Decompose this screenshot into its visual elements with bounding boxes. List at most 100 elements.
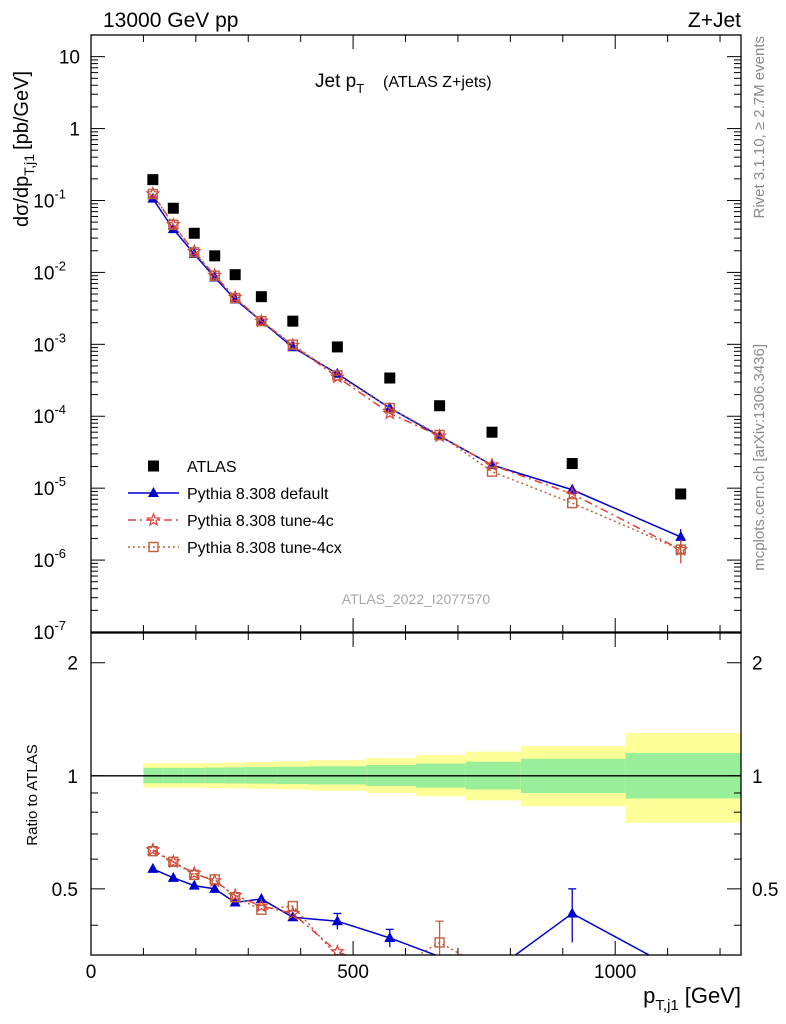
data-point xyxy=(566,458,578,470)
data-point xyxy=(147,192,159,203)
ratio-data-point xyxy=(285,905,301,920)
data-point xyxy=(434,400,446,412)
main-ytick-label: 10-2 xyxy=(33,258,66,284)
main-ytick-label: 10-4 xyxy=(33,402,66,428)
rivet-label: Rivet 3.1.10, ≥ 2.7M events xyxy=(751,36,768,219)
ratio-ytick-label: 1 xyxy=(67,767,78,788)
main-ytick-label: 10-1 xyxy=(33,186,66,212)
main-ylabel-unit: [pb/GeV] xyxy=(11,71,33,150)
main-ytick-base: 10 xyxy=(33,479,54,500)
ratio-xtick-label: 0 xyxy=(86,962,97,983)
ratio-xlabel-unit: [GeV] xyxy=(685,983,741,1008)
ratio-xlabel-main: p xyxy=(643,983,655,1008)
main-ytick-label: 10 xyxy=(59,48,80,69)
data-point xyxy=(147,174,159,186)
data-point xyxy=(384,402,395,414)
data-point xyxy=(332,370,343,381)
main-ylabel-sub: T,j1 xyxy=(21,154,37,176)
data-point xyxy=(229,292,241,304)
ratio-data-point xyxy=(209,874,220,885)
data-point xyxy=(331,341,343,353)
ratio-ytick-label-right: 0.5 xyxy=(752,880,778,901)
ratio-series-pythia-8-308-default xyxy=(147,862,651,955)
main-data-layer xyxy=(145,174,689,564)
ratio-data-point xyxy=(189,869,200,880)
ratio-data-point xyxy=(384,931,396,942)
legend-label: Pythia 8.308 default xyxy=(187,486,329,503)
ratio-data-point xyxy=(229,892,241,903)
ratio-series-line xyxy=(152,849,348,955)
main-ytick-label: 10-5 xyxy=(33,474,66,500)
legend-item: Pythia 8.308 tune-4c xyxy=(128,512,334,530)
data-point xyxy=(167,202,179,214)
ratio-xtick-label: 500 xyxy=(337,962,369,983)
ratio-frame xyxy=(90,632,742,956)
data-point xyxy=(209,250,221,262)
legend-label: Pythia 8.308 tune-4cx xyxy=(187,540,342,557)
main-ylabel: dσ/dpT,j1 [pb/GeV] xyxy=(11,71,37,227)
data-point xyxy=(255,291,267,303)
data-point xyxy=(675,488,687,500)
legend-marker xyxy=(148,487,159,497)
ratio-ytick-label: 2 xyxy=(67,654,78,675)
data-point xyxy=(167,223,179,234)
data-point xyxy=(567,497,578,509)
ratio-ylabel: Ratio to ATLAS xyxy=(24,744,41,845)
ratio-data-layer xyxy=(145,841,651,955)
ratio-data-point xyxy=(147,845,159,857)
ratio-data-point xyxy=(167,871,179,882)
ratio-data-point xyxy=(255,892,267,903)
ratio-data-point xyxy=(566,907,578,918)
main-frame xyxy=(90,34,742,633)
data-point xyxy=(229,269,241,281)
main-ytick-exponent: -5 xyxy=(54,474,66,489)
ratio-data-point xyxy=(168,856,179,868)
main-ytick-label: 10-3 xyxy=(33,330,66,356)
main-ytick-exponent: -4 xyxy=(54,402,66,417)
data-point xyxy=(168,219,179,230)
ratio-ytick-label: 0.5 xyxy=(52,880,78,901)
data-point xyxy=(384,372,396,384)
legend: ATLAS Pythia 8.308 default Pythia 8.308 tu… xyxy=(128,459,342,557)
data-point xyxy=(564,486,580,501)
legend-item: ATLAS xyxy=(148,459,237,476)
ratio-series-line xyxy=(152,868,651,955)
energy-label: 13000 GeV pp xyxy=(103,9,238,32)
data-point xyxy=(434,429,445,441)
data-point xyxy=(188,227,200,239)
ratio-ytick-label-right: 2 xyxy=(752,654,763,675)
ratio-data-point xyxy=(253,898,269,913)
series-atlas xyxy=(147,174,687,500)
main-ytick-exponent: -7 xyxy=(54,618,66,633)
main-ytick-base: 10 xyxy=(33,263,54,284)
ratio-series-pythia-8-308-tune-4cx xyxy=(147,845,464,955)
data-point xyxy=(486,426,498,438)
data-point xyxy=(209,270,220,281)
data-point xyxy=(675,544,686,555)
main-ytick-exponent: -3 xyxy=(54,330,66,345)
data-point xyxy=(675,530,687,541)
ratio-data-point xyxy=(331,915,343,926)
data-point xyxy=(287,315,299,327)
data-point xyxy=(287,339,299,350)
plot-title-main: Jet p xyxy=(315,71,356,92)
ratio-bands xyxy=(91,733,741,823)
legend-label: Pythia 8.308 tune-4c xyxy=(187,513,334,530)
process-label: Z+Jet xyxy=(688,9,741,32)
ratio-data-point xyxy=(147,862,159,873)
ratio-panel: 0.5 0.5 1 1 2 2 0 500 1000 Ratio to ATLAS pT,j1 [… xyxy=(24,632,778,1014)
ratio-axis-ticks: 0.5 0.5 1 1 2 2 0 500 1000 xyxy=(52,633,778,983)
ratio-xlabel: pT,j1 [GeV] xyxy=(643,983,741,1014)
legend-marker xyxy=(148,541,159,553)
main-ytick-base: 10 xyxy=(33,335,54,356)
ratio-data-point xyxy=(209,882,221,893)
main-ytick-label: 1 xyxy=(69,120,80,141)
series-pythia-8-308-tune-4cx xyxy=(147,188,686,561)
legend-label: ATLAS xyxy=(187,459,237,476)
series-line xyxy=(152,193,682,551)
series-pythia-8-308-tune-4c xyxy=(145,185,689,564)
legend-marker xyxy=(145,512,162,527)
data-point xyxy=(189,247,200,258)
